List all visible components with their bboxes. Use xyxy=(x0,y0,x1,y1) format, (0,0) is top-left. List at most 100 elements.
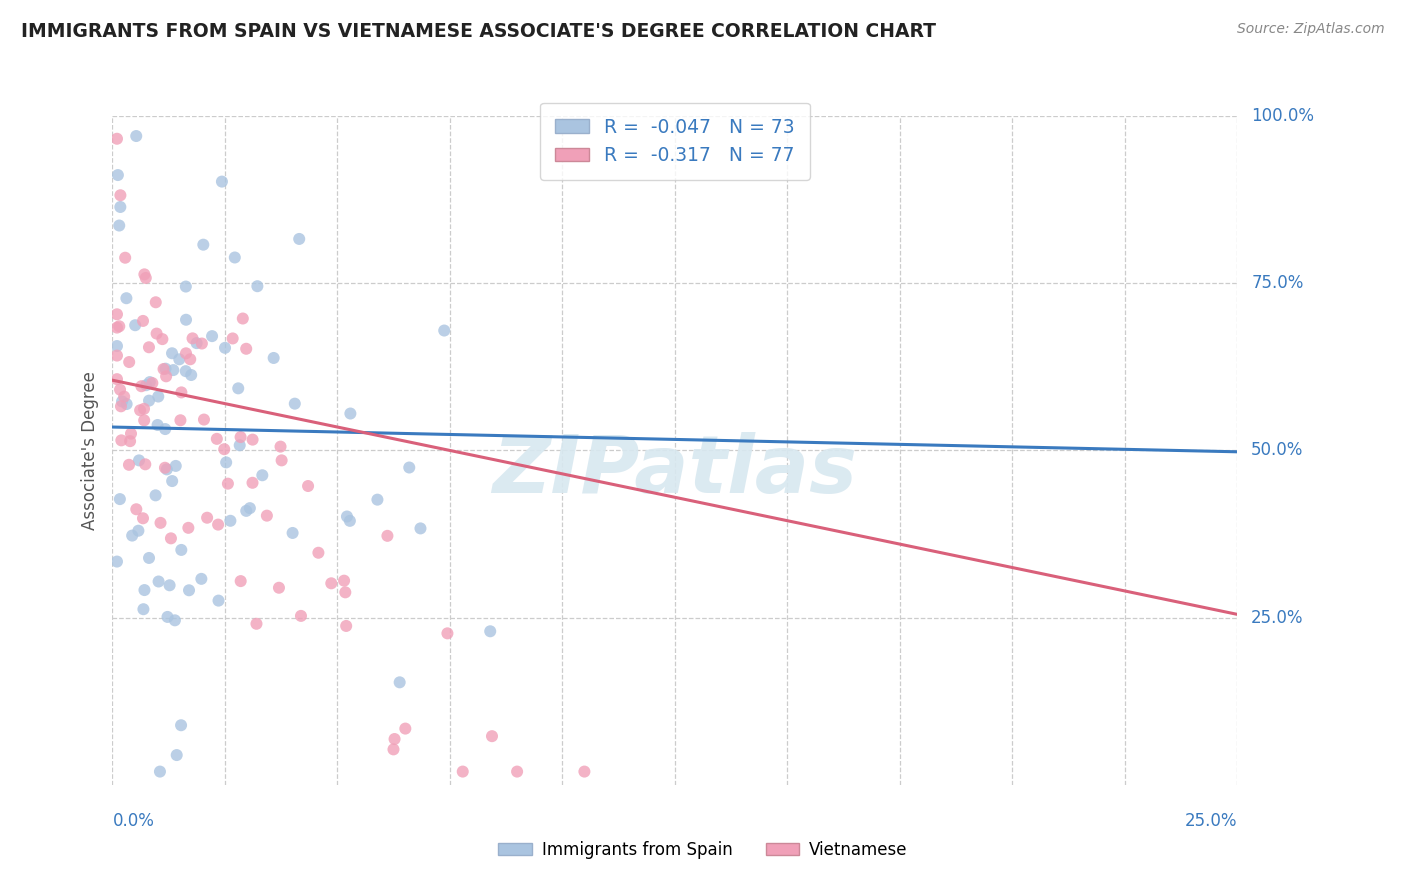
Point xyxy=(145,488,167,502)
Text: 100.0%: 100.0% xyxy=(1251,107,1315,125)
Point xyxy=(217,476,239,491)
Text: Source: ZipAtlas.com: Source: ZipAtlas.com xyxy=(1237,22,1385,37)
Point xyxy=(149,516,172,530)
Point xyxy=(145,326,167,341)
Point xyxy=(205,432,228,446)
Point xyxy=(221,331,243,345)
Text: 50.0%: 50.0% xyxy=(1251,442,1303,459)
Point xyxy=(263,351,285,365)
Point xyxy=(105,132,128,146)
Point xyxy=(127,524,149,538)
Point xyxy=(162,363,184,377)
Point xyxy=(141,376,163,390)
Point xyxy=(388,675,411,690)
Point xyxy=(339,407,361,421)
Point xyxy=(195,510,218,524)
Point xyxy=(180,368,202,382)
Point xyxy=(201,329,224,343)
Point xyxy=(155,361,177,376)
Point xyxy=(229,574,252,588)
Point xyxy=(120,434,142,449)
Point xyxy=(214,442,236,457)
Point xyxy=(174,364,197,378)
Point xyxy=(118,458,141,472)
Point xyxy=(160,346,183,360)
Point xyxy=(174,312,197,326)
Point xyxy=(288,232,311,246)
Point xyxy=(170,543,193,558)
Point xyxy=(451,764,474,779)
Point xyxy=(129,403,152,417)
Text: 25.0%: 25.0% xyxy=(1251,608,1303,627)
Point xyxy=(138,393,160,408)
Point xyxy=(110,400,132,414)
Point xyxy=(139,375,162,389)
Point xyxy=(270,440,292,454)
Point xyxy=(110,188,132,202)
Point xyxy=(177,521,200,535)
Point xyxy=(242,475,264,490)
Point xyxy=(394,722,416,736)
Point xyxy=(290,608,312,623)
Point xyxy=(125,502,148,516)
Point xyxy=(506,764,529,779)
Point xyxy=(226,381,249,395)
Point xyxy=(166,747,188,762)
Point xyxy=(193,237,215,252)
Y-axis label: Associate's Degree: Associate's Degree xyxy=(80,371,98,530)
Point xyxy=(207,593,229,607)
Point xyxy=(115,397,138,411)
Point xyxy=(150,332,173,346)
Legend: R =  -0.047   N = 73, R =  -0.317   N = 77: R = -0.047 N = 73, R = -0.317 N = 77 xyxy=(540,103,810,180)
Point xyxy=(207,517,229,532)
Point xyxy=(336,509,359,524)
Point xyxy=(252,468,274,483)
Point xyxy=(145,295,167,310)
Point xyxy=(398,460,420,475)
Point xyxy=(118,355,141,369)
Point xyxy=(132,511,155,525)
Point xyxy=(124,318,146,333)
Point xyxy=(193,412,215,426)
Point xyxy=(245,616,267,631)
Point xyxy=(110,434,132,448)
Point xyxy=(121,528,143,542)
Point xyxy=(174,346,197,360)
Point xyxy=(335,619,357,633)
Point xyxy=(242,433,264,447)
Point xyxy=(214,341,236,355)
Point xyxy=(132,602,155,616)
Point xyxy=(163,613,186,627)
Point xyxy=(108,219,131,233)
Point xyxy=(246,279,269,293)
Point xyxy=(215,455,238,469)
Point xyxy=(174,279,197,293)
Point xyxy=(115,291,138,305)
Point xyxy=(114,251,136,265)
Text: IMMIGRANTS FROM SPAIN VS VIETNAMESE ASSOCIATE'S DEGREE CORRELATION CHART: IMMIGRANTS FROM SPAIN VS VIETNAMESE ASSO… xyxy=(21,22,936,41)
Point xyxy=(267,581,290,595)
Point xyxy=(134,268,156,282)
Point xyxy=(134,458,156,472)
Point xyxy=(155,422,177,436)
Point xyxy=(170,718,193,732)
Point xyxy=(105,349,128,363)
Point xyxy=(281,525,304,540)
Point xyxy=(190,572,212,586)
Point xyxy=(256,508,278,523)
Point xyxy=(436,626,458,640)
Point xyxy=(177,583,200,598)
Point xyxy=(479,624,502,639)
Point xyxy=(135,378,157,392)
Point xyxy=(146,417,169,432)
Point xyxy=(181,331,204,345)
Point xyxy=(335,585,357,599)
Point xyxy=(211,175,233,189)
Point xyxy=(108,492,131,507)
Point xyxy=(138,551,160,566)
Point xyxy=(170,385,193,400)
Point xyxy=(111,394,134,409)
Point xyxy=(156,610,179,624)
Point xyxy=(132,314,155,328)
Point xyxy=(229,430,252,444)
